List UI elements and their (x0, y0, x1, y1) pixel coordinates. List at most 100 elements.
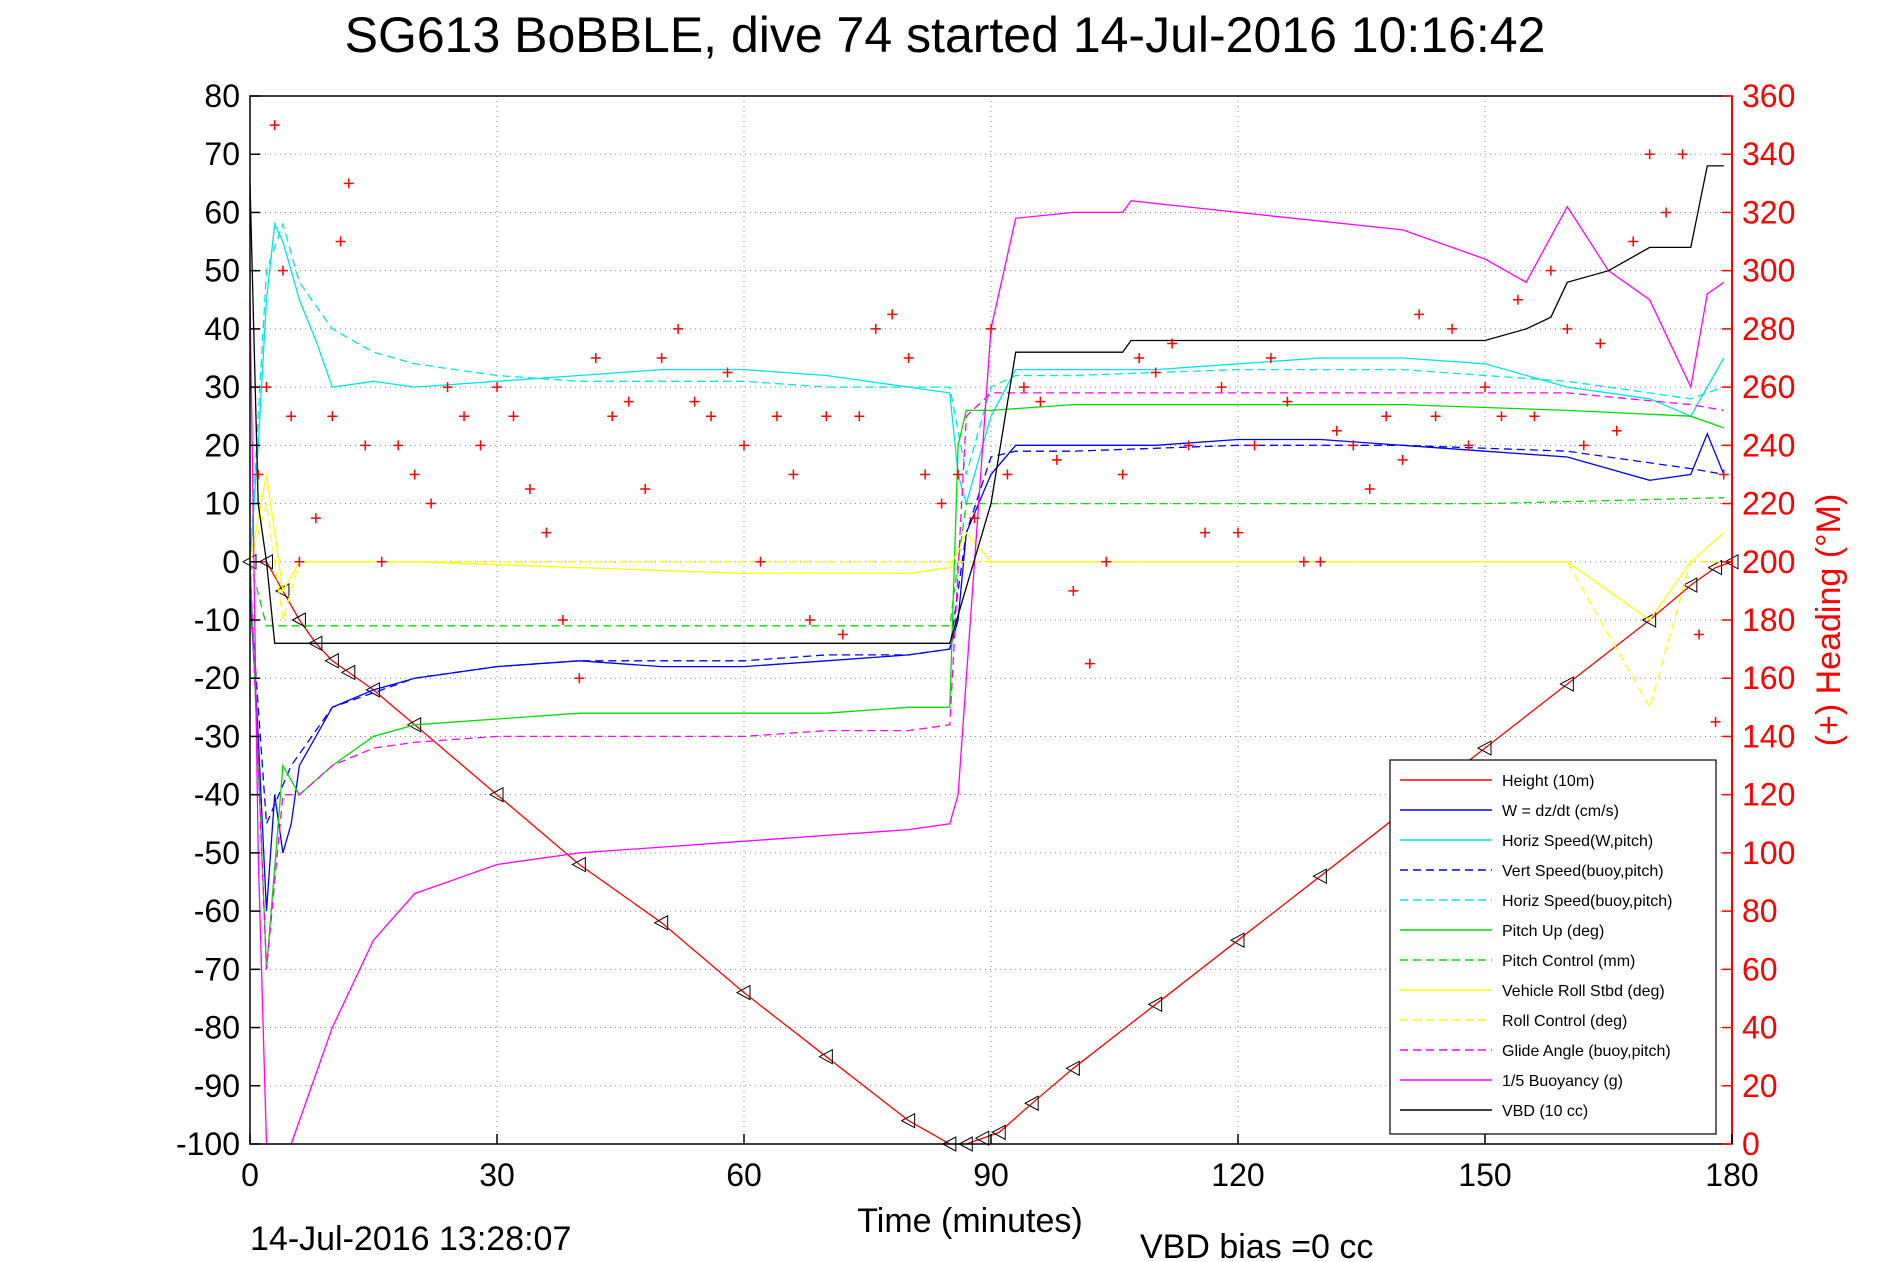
series-glide-angle-buoy-pitch (249, 392, 1724, 970)
y-tick-label: 30 (204, 369, 240, 405)
y-tick-label: -90 (194, 1068, 240, 1104)
y-axis-right-label: (+) Heading (°M) (1810, 494, 1848, 747)
legend-entry: Height (10m) (1502, 773, 1594, 790)
heading-marker (1661, 207, 1672, 218)
heading-marker (1167, 338, 1178, 349)
heading-marker (1529, 411, 1540, 422)
heading-marker (1134, 353, 1145, 363)
x-axis: 0 30 60 90 120 150 180 (241, 1134, 1759, 1193)
height-marker (1476, 740, 1492, 756)
y-tick-label: 70 (204, 136, 240, 172)
x-tick-label: 150 (1458, 1157, 1511, 1193)
y-right-tick-label: 0 (1742, 1126, 1760, 1162)
height-marker (1682, 577, 1698, 593)
heading-marker (1496, 411, 1507, 422)
legend-entry: VBD (10 cc) (1502, 1103, 1588, 1120)
heading-marker (1512, 294, 1523, 305)
height-marker (365, 682, 380, 698)
y-right-tick-label: 160 (1742, 660, 1795, 696)
legend-entry: Horiz Speed(W,pitch) (1502, 833, 1653, 850)
heading-marker (1200, 527, 1211, 538)
height-marker (818, 1048, 833, 1065)
height-marker (1024, 1095, 1039, 1112)
y-axis-left: 80 70 60 50 40 30 20 10 0 -10 -20 -30 -40 -50 -60 -70 -8… (176, 78, 260, 1162)
heading-marker (1644, 149, 1655, 160)
heading-marker (1216, 382, 1227, 393)
height-marker (1559, 676, 1574, 692)
legend-box (1389, 759, 1717, 1135)
heading-marker (1348, 440, 1359, 451)
heading-marker (557, 615, 568, 625)
height-marker (1065, 1060, 1080, 1077)
height-marker (653, 914, 669, 931)
y-right-tick-label: 200 (1742, 544, 1795, 580)
heading-marker (1718, 469, 1729, 480)
height-marker (1641, 612, 1657, 628)
y-tick-label: 50 (204, 253, 240, 289)
y-right-tick-label: 360 (1742, 78, 1795, 114)
y-tick-label: -60 (194, 893, 240, 929)
heading-marker (887, 309, 898, 320)
heading-marker (1397, 454, 1408, 465)
x-tick-label: 60 (726, 1157, 762, 1193)
heading-marker (1331, 425, 1342, 436)
heading-marker (269, 120, 280, 131)
heading-marker (936, 498, 947, 509)
heading-marker (1150, 367, 1161, 378)
y-right-tick-label: 60 (1742, 951, 1778, 987)
y-tick-label: 20 (204, 427, 240, 463)
heading-marker (1414, 309, 1425, 320)
heading-marker (376, 556, 387, 567)
heading-marker (1628, 236, 1639, 247)
heading-marker (508, 411, 519, 422)
x-tick-label: 120 (1211, 1157, 1264, 1193)
y-right-tick-label: 100 (1742, 835, 1795, 871)
legend-entry: Vert Speed(buoy,pitch) (1502, 863, 1664, 880)
heading-marker (903, 353, 914, 363)
height-marker (974, 1130, 990, 1147)
heading-marker (1035, 396, 1046, 407)
heading-marker (1068, 585, 1079, 596)
heading-marker (574, 673, 585, 684)
heading-marker (804, 615, 815, 625)
y-tick-label: 40 (204, 311, 240, 347)
y-right-tick-label: 260 (1742, 369, 1795, 405)
heading-marker (1315, 556, 1326, 567)
heading-marker (1117, 469, 1128, 480)
y-right-tick-label: 20 (1742, 1068, 1778, 1104)
heading-marker (837, 629, 848, 640)
heading-marker (739, 440, 749, 451)
heading-marker (590, 353, 601, 363)
heading-marker (1381, 411, 1392, 422)
x-tick-label: 30 (479, 1157, 515, 1193)
y-tick-label: 80 (204, 78, 240, 114)
heading-marker (442, 382, 453, 393)
heading-marker (1430, 411, 1441, 422)
height-marker (324, 652, 339, 669)
series-layer (241, 120, 1739, 1152)
series-line (249, 165, 1724, 644)
heading-marker (1578, 440, 1589, 451)
legend-entry: Glide Angle (buoy,pitch) (1502, 1043, 1671, 1060)
heading-marker (360, 440, 371, 451)
heading-marker (1051, 454, 1062, 465)
y-right-tick-label: 280 (1742, 311, 1795, 347)
heading-marker (656, 353, 667, 363)
heading-marker (870, 323, 881, 334)
heading-marker (821, 411, 832, 422)
y-tick-label: -70 (194, 951, 240, 987)
heading-marker (623, 396, 634, 407)
height-marker (900, 1112, 916, 1129)
heading-marker (1611, 425, 1622, 436)
y-tick-label: -50 (194, 835, 240, 871)
heading-marker (689, 396, 700, 407)
series-line (249, 444, 1724, 825)
y-right-tick-label: 220 (1742, 486, 1795, 522)
heading-marker (294, 556, 305, 567)
heading-marker (1677, 149, 1688, 160)
heading-marker (1694, 629, 1705, 640)
heading-marker (524, 484, 535, 494)
y-tick-label: 60 (204, 194, 240, 230)
height-marker (1229, 932, 1245, 949)
